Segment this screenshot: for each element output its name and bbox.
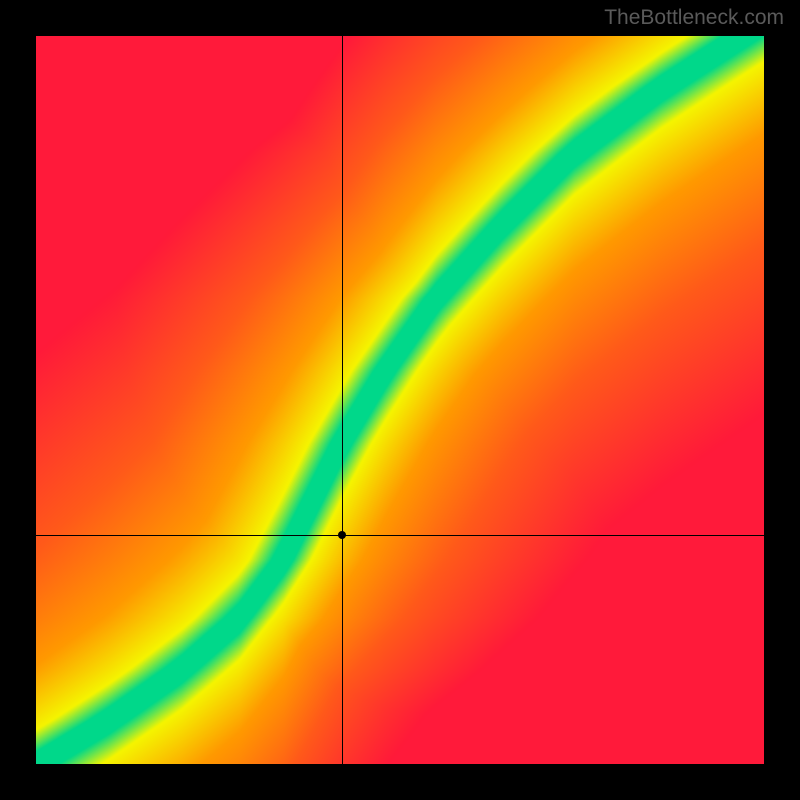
bottleneck-heatmap [36, 36, 764, 764]
watermark: TheBottleneck.com [604, 6, 784, 30]
crosshair-vertical [342, 36, 343, 764]
crosshair-horizontal [36, 535, 764, 536]
marker-dot [338, 531, 346, 539]
heatmap-canvas [36, 36, 764, 764]
